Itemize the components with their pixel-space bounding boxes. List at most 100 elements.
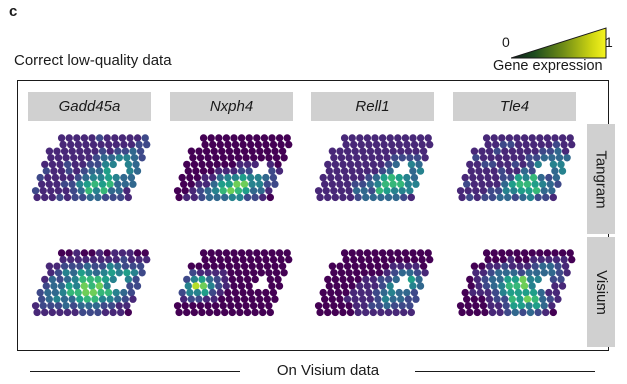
spot — [136, 262, 145, 270]
spot — [101, 193, 110, 202]
spot — [421, 154, 429, 162]
spot — [333, 282, 341, 290]
spot — [421, 269, 429, 277]
spot — [545, 288, 553, 297]
spot — [239, 255, 247, 264]
spot — [520, 167, 529, 175]
spot — [263, 295, 271, 303]
spot — [485, 295, 494, 303]
spot — [336, 147, 344, 155]
spot — [485, 262, 494, 270]
spot — [540, 154, 548, 162]
spot — [466, 193, 474, 202]
spot — [39, 302, 47, 310]
spot — [224, 140, 232, 149]
spot — [484, 173, 492, 182]
spot — [204, 302, 212, 310]
spot — [507, 288, 515, 297]
spot — [406, 269, 414, 277]
spot — [133, 134, 142, 142]
spot — [345, 269, 353, 277]
spot — [532, 187, 541, 195]
spot — [375, 269, 384, 277]
spot — [534, 308, 542, 317]
spot — [247, 140, 255, 149]
spot — [92, 302, 101, 310]
spot — [383, 269, 391, 277]
spot — [346, 193, 355, 202]
spot — [365, 173, 373, 182]
spot — [534, 193, 542, 202]
spot — [363, 249, 372, 257]
spot — [190, 193, 198, 202]
spot — [115, 269, 124, 277]
spot — [124, 308, 132, 317]
spot — [124, 160, 133, 169]
spot — [278, 147, 287, 155]
map-visium-gadd45a — [31, 249, 151, 317]
spot — [83, 147, 92, 155]
spot — [561, 262, 570, 270]
spot — [68, 262, 76, 270]
spot — [495, 154, 503, 162]
spot — [343, 295, 352, 303]
spot — [496, 160, 504, 169]
spot — [499, 173, 507, 182]
spot — [41, 275, 49, 284]
spot — [68, 295, 76, 303]
spot — [563, 269, 571, 277]
spot — [115, 302, 123, 310]
spot — [268, 249, 276, 257]
spot — [100, 154, 108, 162]
spot — [54, 302, 63, 310]
spot — [403, 140, 411, 149]
spot — [187, 147, 196, 155]
spot — [336, 180, 344, 188]
spot — [354, 308, 362, 317]
spot — [127, 255, 136, 264]
spot — [337, 154, 346, 162]
panel-label: c — [9, 3, 18, 20]
spot — [271, 262, 279, 270]
spot — [348, 167, 356, 175]
spot — [269, 288, 278, 297]
spot — [549, 160, 558, 169]
spot — [508, 147, 517, 155]
spot — [395, 140, 403, 149]
spot — [493, 262, 501, 270]
spot — [256, 180, 264, 188]
spot — [201, 288, 209, 297]
spot — [248, 147, 256, 155]
spot — [456, 187, 465, 195]
spot — [38, 180, 46, 188]
spot — [121, 295, 129, 303]
spot — [388, 140, 396, 149]
spot — [400, 308, 408, 317]
spot — [363, 167, 371, 175]
spot — [192, 167, 200, 175]
spot — [491, 288, 500, 297]
spot — [325, 167, 333, 175]
spot — [216, 173, 224, 182]
spot — [374, 262, 382, 270]
spot — [115, 154, 124, 162]
spot — [334, 173, 343, 182]
spot — [245, 167, 253, 175]
spot — [482, 134, 491, 142]
spot — [502, 154, 510, 162]
spot — [205, 193, 214, 202]
spot — [201, 255, 209, 264]
spot — [388, 255, 396, 264]
spot — [234, 187, 243, 195]
spot — [374, 295, 382, 303]
spot — [526, 193, 535, 202]
spot — [378, 282, 387, 290]
spot — [371, 134, 379, 142]
spot — [331, 160, 340, 169]
spot — [210, 147, 218, 155]
spot — [31, 187, 40, 195]
spot — [470, 147, 479, 155]
spot — [511, 275, 520, 284]
spot — [56, 160, 64, 169]
spot — [269, 140, 278, 149]
